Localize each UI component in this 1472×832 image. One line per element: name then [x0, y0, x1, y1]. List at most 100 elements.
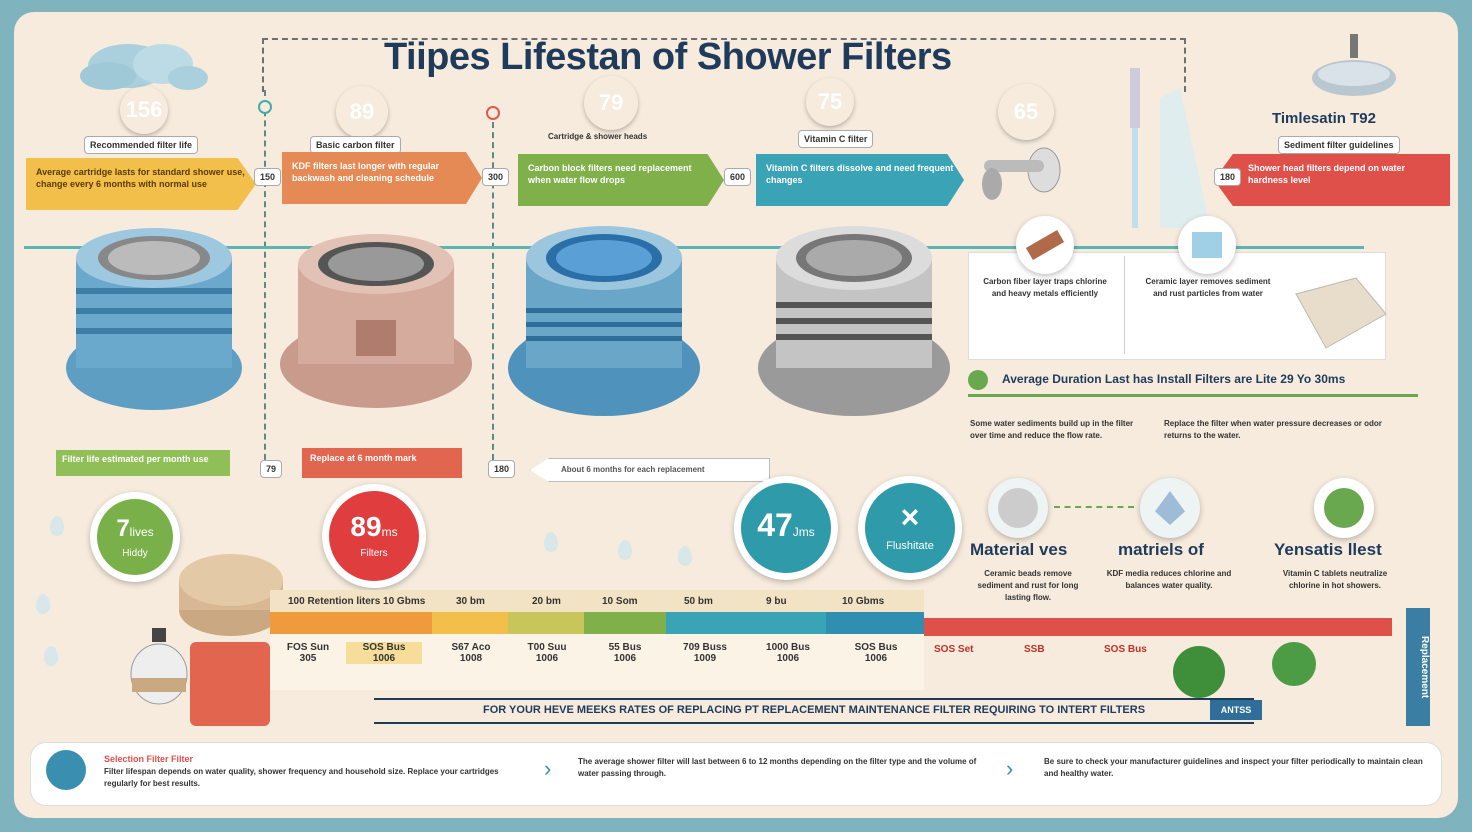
value-tag: 600 [724, 168, 752, 186]
timeline-segment [508, 612, 584, 634]
title-bracket [262, 38, 1186, 92]
feature-text: KDF media reduces chlorine and balances … [1106, 569, 1232, 590]
chevron-right-icon: › [544, 756, 552, 781]
ceramic-layer-icon [1178, 216, 1236, 274]
table-cell: FOS Sun 305 [286, 642, 330, 664]
timeline-node [486, 106, 500, 120]
info-text: Some water sediments build up in the fil… [970, 419, 1134, 440]
feature-text: Ceramic beads remove sediment and rust f… [977, 569, 1079, 602]
filter-pad-icon [1295, 277, 1387, 349]
lifespan-badge: 156 [120, 86, 168, 134]
footer-text: Filter lifespan depends on water quality… [104, 767, 499, 788]
info-caption: Ceramic layer removes sediment and rust … [1145, 277, 1271, 298]
panel-divider [1124, 256, 1125, 354]
lifespan-badge: 65 [998, 84, 1054, 140]
value-tag: 300 [482, 168, 510, 186]
sponge-icon [179, 554, 283, 636]
info-arrow: KDF filters last longer with regular bac… [282, 152, 482, 204]
table-cell: SOS Bus 1006 [346, 642, 422, 664]
hand-shower-icon [1130, 68, 1210, 228]
footer-text: Be sure to check your manufacturer guide… [1044, 757, 1423, 778]
timeline-segment [666, 612, 826, 634]
stat-circle: × Flushitate [858, 476, 962, 580]
timeline-label: 30 bm [456, 596, 485, 607]
feature-text: Vitamin C tablets neutralize chlorine in… [1282, 569, 1388, 590]
side-vertical-label: Replacement [1406, 608, 1430, 726]
red-label: SOS Bus [1104, 644, 1147, 655]
filter-cartridge-icon [508, 226, 700, 416]
water-drop-icon [44, 646, 58, 666]
footer-text: The average shower filter will last betw… [578, 757, 977, 778]
stat-circle: 47Jms [734, 476, 838, 580]
stat-circle: 89ms Filters [322, 484, 426, 588]
water-drop-icon [50, 516, 64, 536]
red-label: SSB [1024, 644, 1045, 655]
table-cell: S67 Aco 1008 [451, 642, 491, 664]
leaf-icon [1314, 478, 1374, 538]
water-drop-icon [544, 532, 558, 552]
cloud-icon [80, 44, 208, 90]
water-drop-icon [678, 546, 692, 566]
crystal-icon [1140, 478, 1200, 538]
moss-icon [1272, 642, 1316, 686]
lifespan-badge: 79 [584, 76, 638, 130]
replace-card [190, 642, 270, 726]
water-drop-icon [36, 594, 50, 614]
info-arrow: Carbon block filters need replacement wh… [518, 154, 724, 206]
infographic-frame: Tiipes Lifestan of Shower Filters 156 89… [14, 12, 1458, 818]
value-tag: 150 [254, 168, 282, 186]
feature-title: Yensatis llest [1274, 540, 1382, 559]
page-title: Tiipes Lifestan of Shower Filters [384, 36, 952, 78]
feature-title: Material ves [970, 540, 1068, 559]
info-arrow: Shower head filters depend on water hard… [1214, 154, 1450, 206]
caption: Vitamin C filter [798, 130, 874, 148]
timeline-segment [270, 612, 432, 634]
arrow-banner: About 6 months for each replacement [530, 458, 770, 482]
timeline-segment [924, 618, 1392, 636]
timeline-label: 50 bm [684, 596, 713, 607]
timeline-segment [432, 612, 508, 634]
filter-cartridge-icon [66, 228, 242, 410]
bottom-banner: FOR YOUR HEVE MEEKS RATES OF REPLACING P… [374, 698, 1254, 724]
timeline-label: 10 Gbms [842, 596, 885, 607]
timeline-segment [826, 612, 924, 634]
filter-cartridge-icon [758, 226, 950, 416]
water-wave-icon [46, 750, 86, 790]
right-title: Timlesatin T92 [1272, 110, 1376, 127]
timeline-label: 9 bu [766, 596, 787, 607]
material-icon [988, 478, 1048, 538]
timeline-divider [492, 112, 494, 470]
value-tag: 180 [1214, 168, 1242, 186]
filter-cartridge-icon [280, 234, 472, 408]
timeline-label: 100 Retention liters 10 Gbms [288, 596, 426, 607]
timeline-node [258, 100, 272, 114]
banner-tag: ANTSS [1210, 700, 1262, 720]
info-arrow: Vitamin C filters dissolve and need freq… [756, 154, 964, 206]
caption: Cartridge & shower heads [548, 132, 648, 141]
lifespan-badge: 89 [336, 86, 388, 138]
red-label: SOS Set [934, 644, 974, 655]
table-cell: 1000 Bus 1006 [766, 642, 810, 664]
jar-icon [130, 628, 188, 705]
timeline-segment [584, 612, 666, 634]
connector [1054, 506, 1134, 508]
timeline-labels-bar [270, 590, 924, 612]
caption: Basic carbon filter [310, 136, 401, 154]
stat-circle: 7lives Hiddy [90, 492, 180, 582]
info-caption: Carbon fiber layer traps chlorine and he… [983, 277, 1107, 298]
value-tag: 79 [260, 460, 283, 478]
footer-title: Selection Filter Filter [104, 754, 194, 764]
table-cell: T00 Suu 1006 [527, 642, 567, 664]
wall-mount-icon [982, 147, 1061, 200]
shower-head-icon [1312, 34, 1396, 96]
caption: Recommended filter life [84, 136, 199, 154]
feature-title: matriels of [1118, 540, 1204, 559]
table-cell: SOS Bus 1006 [854, 642, 898, 664]
chevron-right-icon: › [1006, 756, 1014, 781]
carbon-fiber-icon [1016, 216, 1074, 274]
info-arrow: Average cartridge lasts for standard sho… [26, 158, 256, 210]
timeline-divider [264, 90, 266, 470]
footer-panel [30, 742, 1442, 806]
timeline-label: 10 Som [602, 596, 638, 607]
right-subtitle: Sediment filter guidelines [1278, 136, 1400, 154]
